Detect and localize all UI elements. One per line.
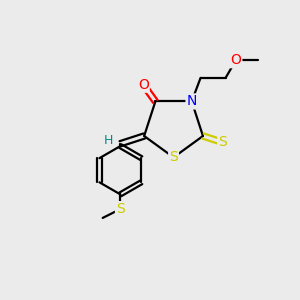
- Text: H: H: [103, 134, 113, 147]
- Text: O: O: [138, 78, 149, 92]
- Text: S: S: [169, 150, 178, 164]
- Text: S: S: [116, 202, 125, 216]
- Text: O: O: [230, 53, 241, 67]
- Text: S: S: [218, 135, 227, 149]
- Text: N: N: [187, 94, 197, 108]
